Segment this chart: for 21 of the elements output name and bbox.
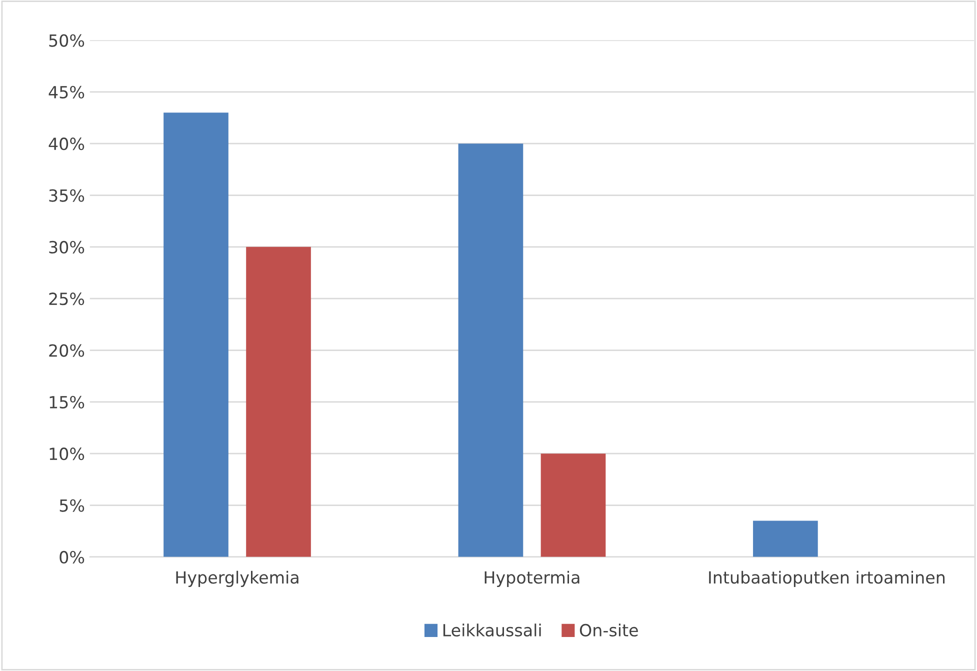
y-tick-label: 25% <box>49 292 84 306</box>
y-tick-label: 0% <box>60 550 84 564</box>
bar <box>458 144 524 557</box>
bar <box>164 112 228 557</box>
x-tick-label: Hyperglykemia <box>176 570 298 587</box>
legend-label: Leikkaussali <box>443 624 541 636</box>
bar <box>540 454 606 557</box>
bar <box>753 520 818 557</box>
y-tick-label: 50% <box>49 34 84 47</box>
y-tick-label: 40% <box>48 138 84 150</box>
y-tick-label: 10% <box>50 448 84 460</box>
x-tick-label: Intubaatioputken irtoaminen <box>709 570 945 587</box>
y-tick-label: 45% <box>48 86 84 98</box>
x-tick-label: Hypotermia <box>484 570 580 587</box>
y-tick-label: 20% <box>49 344 84 357</box>
y-tick-label: 30% <box>49 240 84 254</box>
bar <box>246 246 311 557</box>
legend-label: On-site <box>580 624 638 636</box>
y-tick-label: 35% <box>49 189 84 202</box>
y-tick-label: 5% <box>60 499 84 512</box>
y-tick-label: 15% <box>50 396 84 408</box>
